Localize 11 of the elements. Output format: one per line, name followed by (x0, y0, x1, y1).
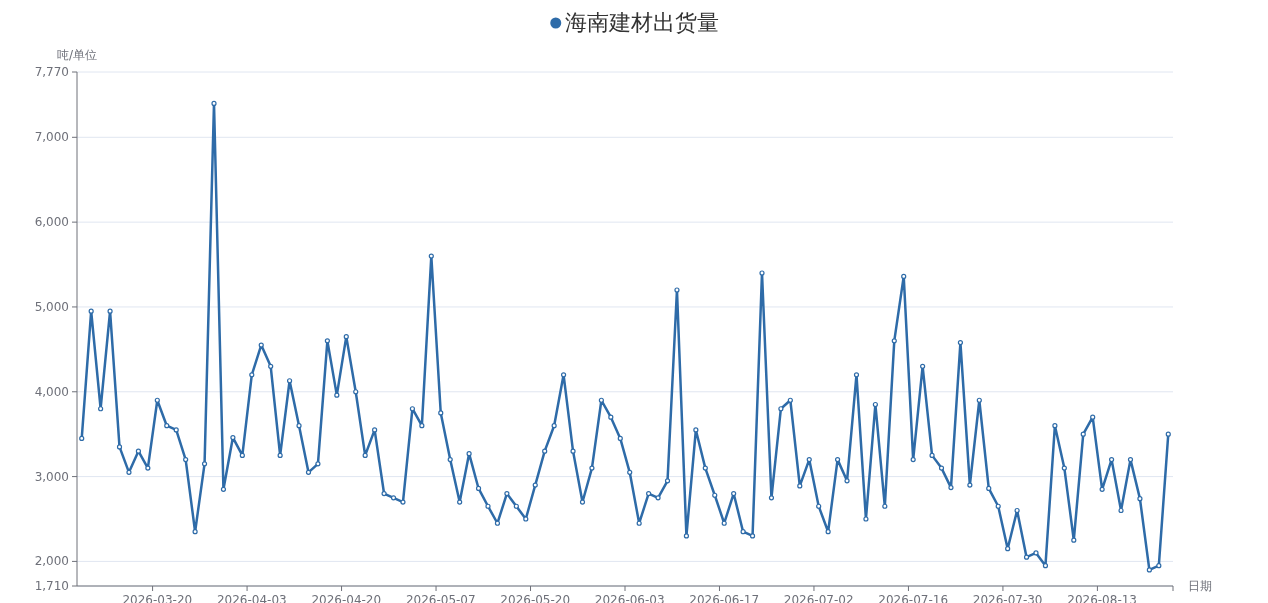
y-tick-label: 1,710 (34, 579, 69, 593)
y-tick-label: 4,000 (34, 384, 69, 399)
y-tick-label: 5,000 (34, 299, 69, 314)
y-axis-title: 吨/单位 (56, 48, 98, 62)
legend-label: 海南建材出货量 (564, 10, 719, 35)
y-tick-label: 7,770 (34, 65, 69, 79)
y-tick-label: 6,000 (34, 215, 69, 230)
y-tick-label: 3,000 (34, 469, 69, 484)
x-axis-title: 日期 (1188, 579, 1212, 593)
y-tick-label: 7,000 (34, 130, 69, 145)
y-tick-label: 2,000 (34, 554, 69, 569)
